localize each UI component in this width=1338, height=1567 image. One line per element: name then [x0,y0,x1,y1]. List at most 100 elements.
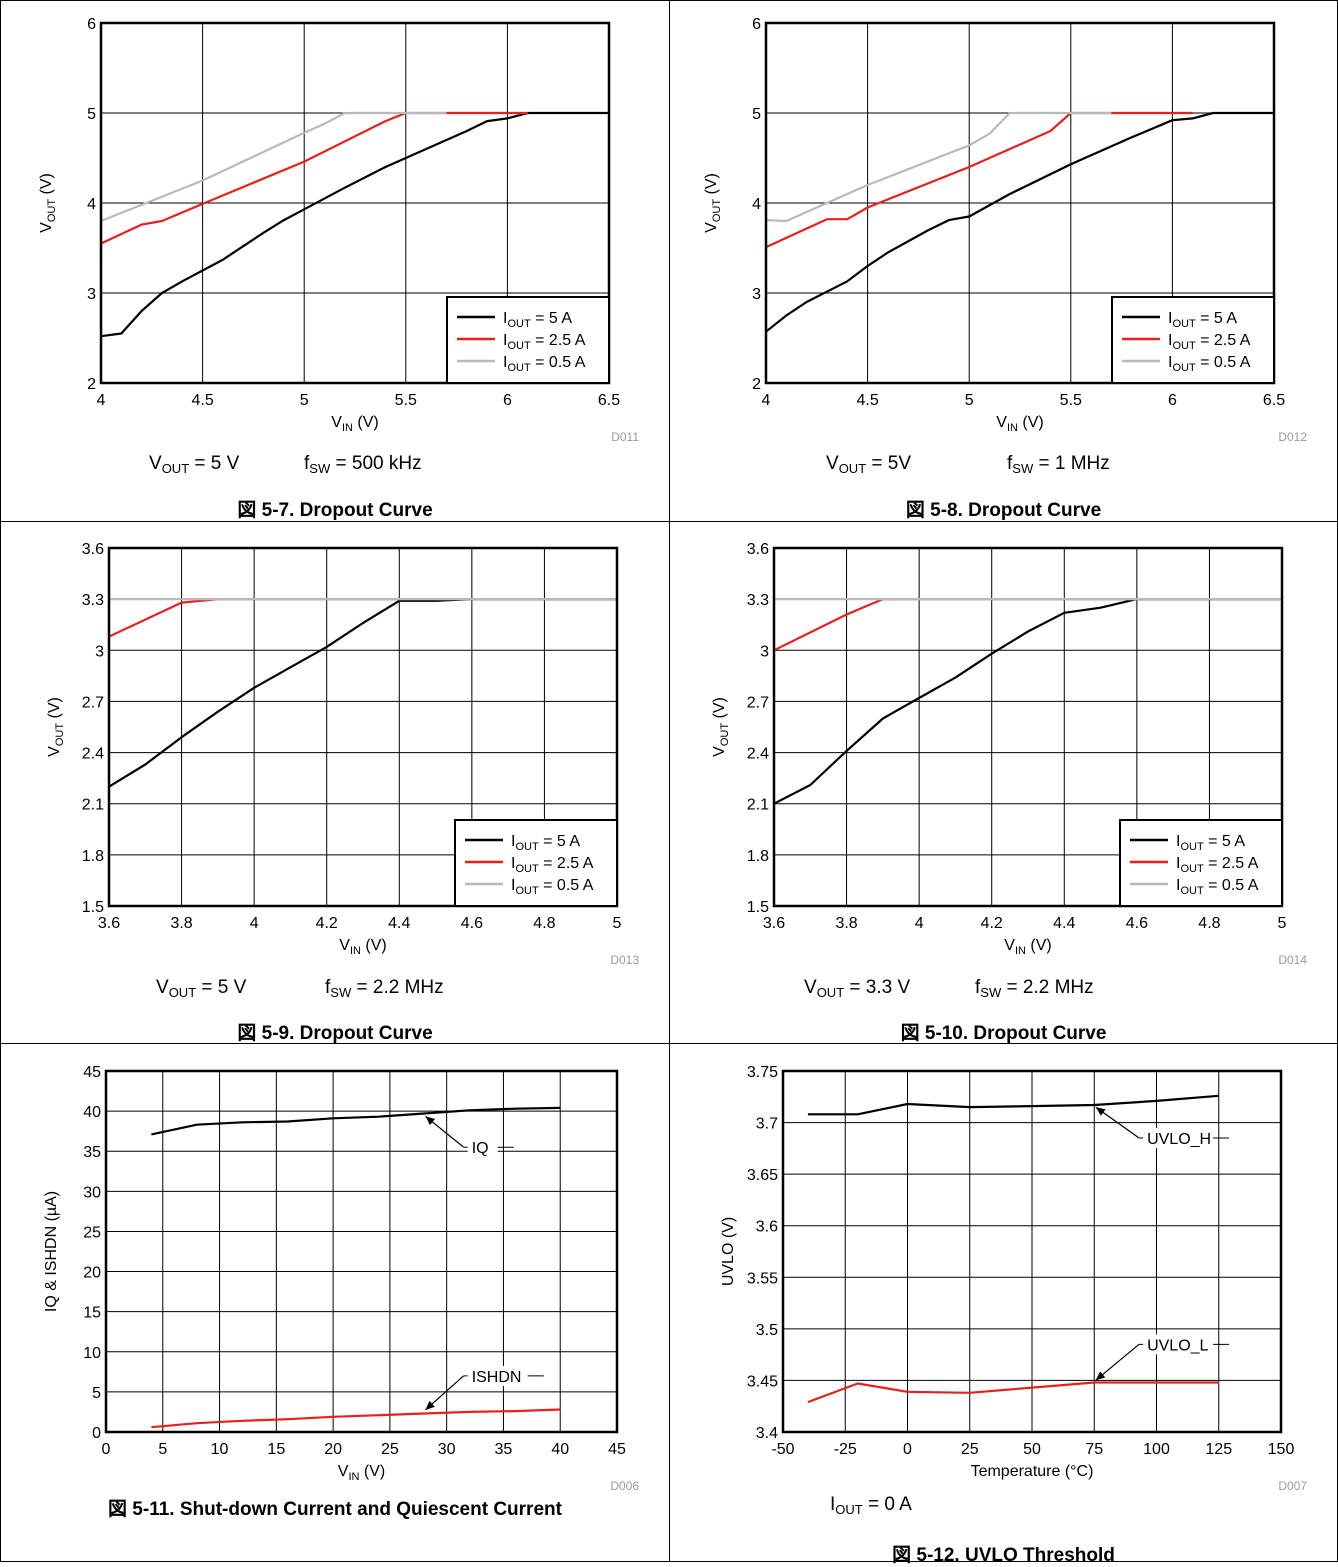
x-tick-label: -25 [834,1441,857,1458]
chart-svg-6: -50 -25 0 25 50 75 100 125 150 3.4 3.45 3.5 3.55 3.6 3… [720,1064,1307,1493]
x-axis-label: Temperature (°C) [971,1463,1094,1480]
series-line [773,597,1282,652]
arrowhead [425,1400,435,1410]
x-tick-label: 3.6 [763,915,785,932]
condition-vout: VOUT = 5 V [156,977,247,1000]
y-tick-label: 3.75 [747,1064,778,1081]
figure-caption: 図 5-8. Dropout Curve [905,500,1102,521]
series-group [773,597,1282,805]
x-tick-label: 20 [324,1441,342,1458]
annotation-arrow [1095,1343,1140,1381]
x-tick-label: 4.4 [388,915,410,932]
y-axis-label: VOUT (V) [703,173,723,233]
x-tick-label: 75 [1085,1441,1103,1458]
x-tick-label: 3.6 [98,915,120,932]
x-tick-label: 6 [1168,392,1177,409]
y-tick-label: 3.6 [82,541,104,558]
x-tick-label: 4.5 [191,392,213,409]
y-tick-label: 3.3 [82,592,104,609]
figure-code: D007 [1278,1479,1307,1493]
x-tick-label: -50 [771,1441,794,1458]
annotation-label: UVLO_H [1147,1131,1211,1148]
annotation-bg [1143,1128,1214,1149]
y-tick-label: 3.55 [747,1270,778,1287]
y-axis-label: UVLO (V) [720,1217,737,1286]
x-axis-label: VIN (V) [331,414,378,434]
x-tick-label: 6.5 [1263,392,1285,409]
annotation-label: UVLO_L [1147,1337,1208,1354]
y-tick-label: 3.65 [747,1167,778,1184]
y-tick-label: 2 [87,376,96,393]
condition-vout: VOUT = 5V [826,453,912,476]
condition-fsw: fSW = 1 MHz [1007,453,1110,476]
x-tick-label: 6.5 [598,392,620,409]
y-tick-label: 20 [83,1265,101,1282]
x-tick-label: 4 [97,392,106,409]
condition-fsw: fSW = 2.2 MHz [975,977,1094,1000]
chart-svg-3: 3.6 3.8 4 4.2 4.4 4.6 4.8 5 1.5 1.8 2.1 2.4 2.7 3 3.3 3… [46,541,639,967]
condition-iout: IOUT = 0 A [830,1494,912,1517]
chart-svg-2: 4 4.5 5 5.5 6 6.5 2 3 4 5 6 VIN (V) VOUT (V) D012 IOUT… [703,16,1307,444]
x-tick-label: 50 [1023,1441,1041,1458]
plot-frame [104,1069,619,1434]
x-tick-label: 4.2 [316,915,338,932]
x-tick-label: 100 [1143,1441,1170,1458]
x-tick-label: 30 [438,1441,456,1458]
y-tick-label: 3.5 [756,1322,778,1339]
x-tick-label: 6 [503,392,512,409]
arrowhead [1095,1371,1106,1381]
series-line [773,597,1282,805]
x-axis-label: VIN (V) [996,414,1043,434]
y-tick-label: 2 [752,376,761,393]
plot-frame [99,21,611,385]
x-tick-label: 5 [300,392,309,409]
chart-panel-4: 3.6 3.8 4 4.2 4.4 4.6 4.8 5 1.5 1.8 2.1 2.4 2.7 3 3.3 3… [669,521,1338,1044]
y-tick-label: 5 [87,106,96,123]
series-group [151,1106,561,1429]
y-tick-label: 30 [83,1184,101,1201]
annotation: ISHDN [425,1365,544,1411]
grid [106,1071,617,1432]
series-group [807,1094,1219,1404]
series-line [765,111,1193,249]
series-line [100,111,447,223]
x-tick-label: 125 [1205,1441,1232,1458]
chart-panel-5: 0 5 10 15 20 25 30 35 40 45 0 5 10 15 20 25 30 35 40 45 VIN … [0,1043,670,1562]
plot-frame [781,1069,1283,1434]
y-tick-label: 1.5 [82,899,104,916]
x-tick-label: 5.5 [1060,392,1082,409]
series-line [151,1408,561,1429]
x-tick-label: 4 [762,392,771,409]
y-tick-label: 1.8 [747,848,769,865]
x-tick-label: 15 [267,1441,285,1458]
x-tick-label: 0 [903,1441,912,1458]
figure-caption: 図 5-9. Dropout Curve [237,1023,433,1044]
figure-caption: 図 5-7. Dropout Curve [237,500,433,521]
x-tick-label: 4.2 [981,915,1003,932]
condition-fsw: fSW = 2.2 MHz [325,977,444,1000]
y-axis-label: IQ & ISHDN (µA) [43,1191,60,1312]
y-axis-label: VOUT (V) [46,697,66,757]
figure-caption: 図 5-11. Shut-down Current and Quiescent … [108,1499,562,1520]
annotation: IQ [425,1115,514,1158]
figure-caption: 図 5-12. UVLO Threshold [892,1545,1115,1566]
y-tick-label: 35 [83,1144,101,1161]
y-tick-label: 3 [752,286,761,303]
series-group [108,597,617,788]
y-tick-label: 4 [87,196,96,213]
chart-svg-5: 0 5 10 15 20 25 30 35 40 45 0 5 10 15 20 25 30 35 40 45 VIN … [43,1064,639,1493]
x-tick-label: 150 [1268,1441,1295,1458]
x-axis-label: VIN (V) [338,1463,385,1483]
y-tick-label: 3 [760,643,769,660]
plot-frame [107,546,619,908]
y-tick-label: 10 [83,1345,101,1362]
y-tick-label: 25 [83,1224,101,1241]
plot-frame [764,21,1276,385]
x-tick-label: 3.8 [835,915,857,932]
y-tick-label: 2.4 [82,746,104,763]
y-tick-label: 2.7 [82,694,104,711]
x-tick-label: 4.8 [1198,915,1220,932]
annotation-bg [467,1365,528,1386]
